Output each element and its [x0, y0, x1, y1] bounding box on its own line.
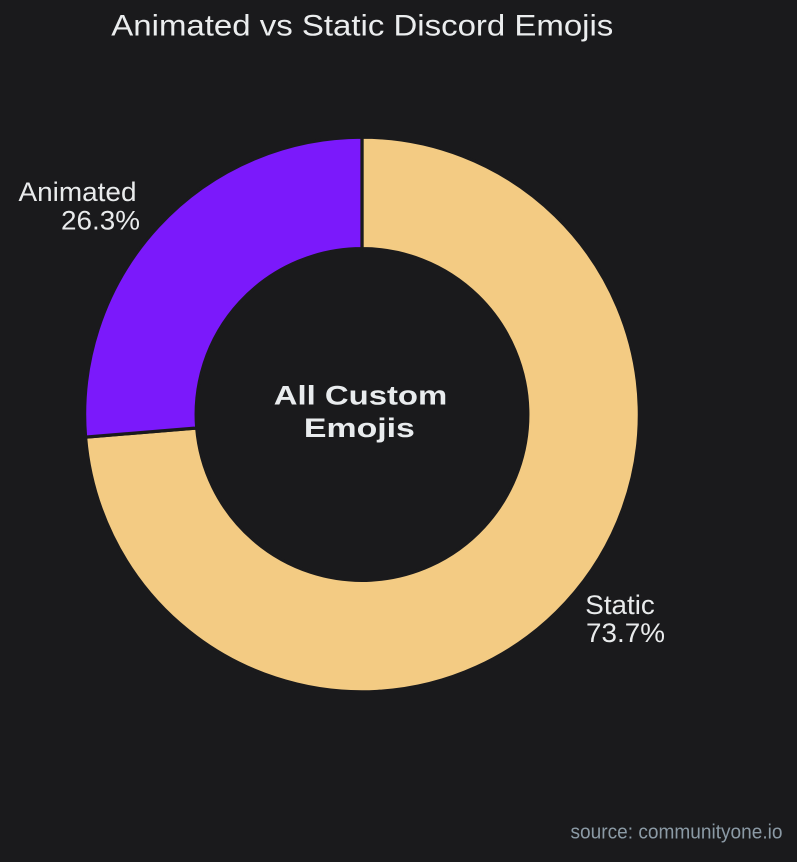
svg-text:Emojis: Emojis — [304, 413, 415, 443]
svg-text:All Custom: All Custom — [274, 380, 448, 410]
svg-text:Animated vs Static Discord Emo: Animated vs Static Discord Emojis — [111, 10, 613, 43]
svg-text:73.7%: 73.7% — [586, 618, 665, 648]
svg-text:26.3%: 26.3% — [61, 206, 140, 236]
svg-text:Animated: Animated — [19, 177, 137, 207]
svg-text:Static: Static — [585, 590, 655, 620]
svg-text:source: communityone.io: source: communityone.io — [571, 821, 783, 843]
